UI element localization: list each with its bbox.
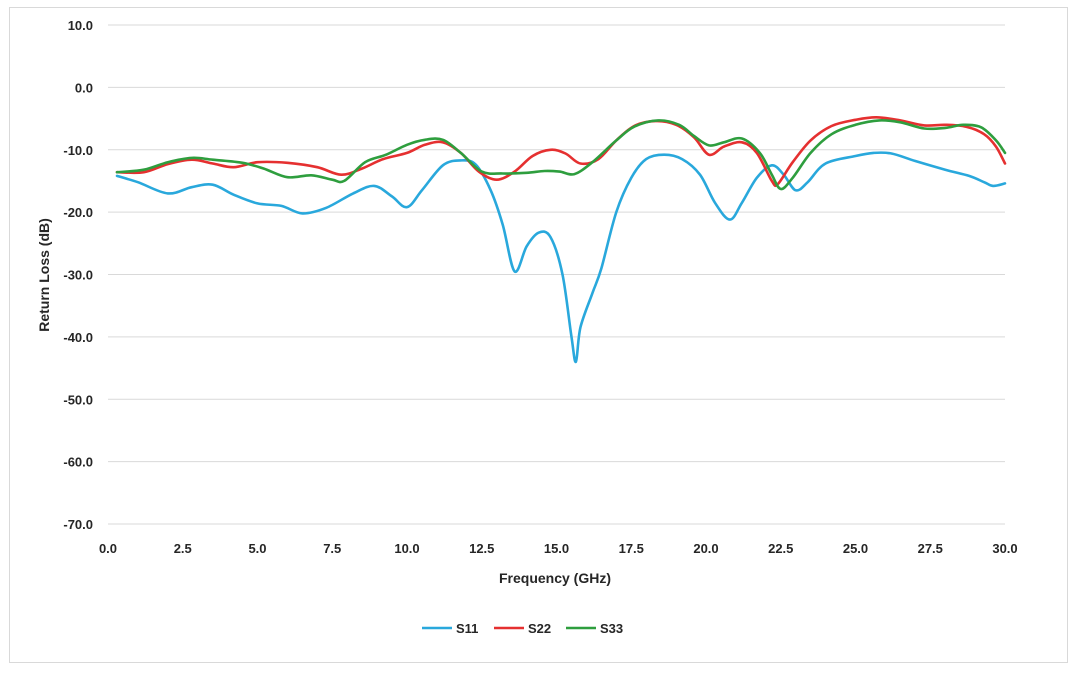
x-tick-label: 12.5 [469,541,494,556]
legend-label-s11: S11 [456,621,478,636]
y-tick-label: 0.0 [75,80,93,95]
x-tick-label: 0.0 [99,541,117,556]
y-tick-label: -60.0 [63,455,93,470]
y-tick-label: -30.0 [63,268,93,283]
chart-frame [9,7,1068,663]
x-tick-label: 2.5 [174,541,192,556]
y-axis-title: Return Loss (dB) [36,218,52,332]
series-line-s11 [115,151,1007,364]
series-line-s33 [115,119,1007,191]
legend-label-s33: S33 [600,621,623,636]
legend: S11 S22 S33 [422,621,623,636]
x-tick-label: 17.5 [619,541,644,556]
y-tick-label: -50.0 [63,392,93,407]
y-tick-label: 10.0 [68,18,93,33]
x-tick-label: 27.5 [918,541,943,556]
y-axis-ticks: 10.0 0.0 -10.0 -20.0 -30.0 -40.0 -50.0 -60.0 -70… [63,18,93,532]
x-tick-label: 30.0 [992,541,1017,556]
x-tick-label: 25.0 [843,541,868,556]
x-tick-label: 15.0 [544,541,569,556]
y-tick-label: -40.0 [63,330,93,345]
x-axis-ticks: 0.0 2.5 5.0 7.5 10.0 12.5 15.0 17.5 20.0 22.5 25.0… [99,541,1018,556]
y-tick-label: -70.0 [63,517,93,532]
y-tick-label: -10.0 [63,143,93,158]
x-tick-label: 7.5 [323,541,341,556]
x-tick-label: 10.0 [394,541,419,556]
series-lines [115,115,1007,364]
grid [108,24,1005,525]
x-tick-label: 5.0 [248,541,266,556]
x-axis-title: Frequency (GHz) [499,570,611,586]
series-line-s22 [115,115,1007,188]
y-tick-label: -20.0 [63,205,93,220]
legend-label-s22: S22 [528,621,551,636]
x-tick-label: 20.0 [693,541,718,556]
x-tick-label: 22.5 [768,541,793,556]
